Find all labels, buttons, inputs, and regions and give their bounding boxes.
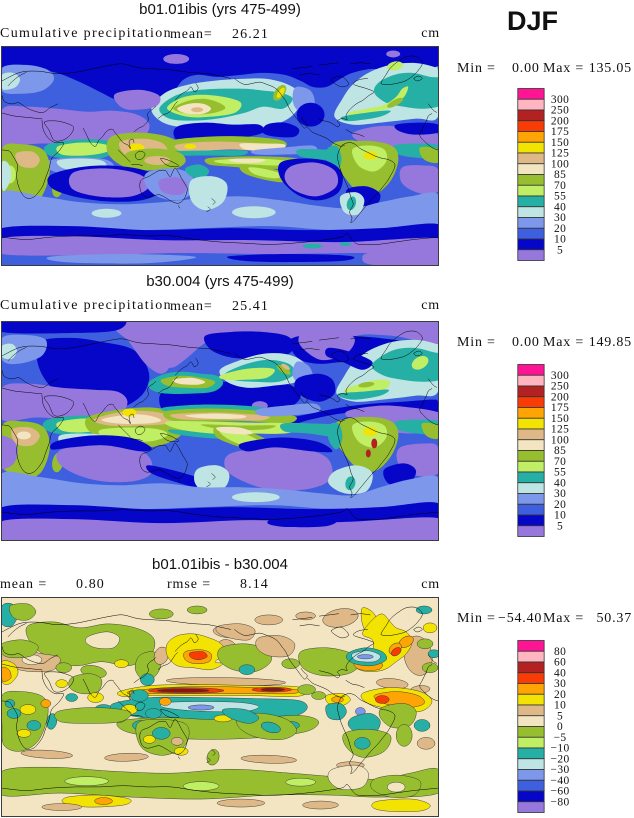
svg-text:30: 30	[554, 678, 566, 690]
svg-text:200: 200	[551, 115, 569, 127]
svg-text:−20: −20	[551, 753, 570, 765]
svg-text:0: 0	[557, 721, 563, 733]
svg-text:100: 100	[551, 434, 569, 446]
svg-text:30: 30	[554, 212, 566, 224]
svg-text:40: 40	[554, 667, 566, 679]
svg-text:−30: −30	[551, 764, 570, 776]
svg-text:175: 175	[551, 126, 569, 138]
svg-text:−80: −80	[551, 796, 570, 808]
svg-text:−60: −60	[551, 786, 570, 798]
svg-text:150: 150	[551, 413, 569, 425]
svg-text:10: 10	[554, 510, 566, 522]
svg-text:10: 10	[554, 700, 566, 712]
svg-text:300: 300	[551, 370, 569, 382]
svg-text:80: 80	[554, 646, 566, 658]
svg-text:175: 175	[551, 402, 569, 414]
svg-text:150: 150	[551, 137, 569, 149]
svg-text:125: 125	[551, 148, 569, 160]
svg-text:200: 200	[551, 391, 569, 403]
svg-text:60: 60	[554, 657, 566, 669]
svg-text:30: 30	[554, 488, 566, 500]
svg-text:100: 100	[551, 158, 569, 170]
svg-text:70: 70	[554, 180, 566, 192]
svg-text:300: 300	[551, 94, 569, 106]
svg-text:250: 250	[551, 105, 569, 117]
svg-text:5: 5	[557, 520, 563, 532]
svg-text:85: 85	[554, 169, 566, 181]
svg-text:55: 55	[554, 467, 566, 479]
svg-text:125: 125	[551, 424, 569, 436]
svg-text:70: 70	[554, 456, 566, 468]
svg-text:20: 20	[554, 499, 566, 511]
svg-text:10: 10	[554, 234, 566, 246]
svg-text:55: 55	[554, 191, 566, 203]
svg-text:5: 5	[557, 710, 563, 722]
svg-text:40: 40	[554, 201, 566, 213]
svg-text:−5: −5	[554, 732, 567, 744]
svg-text:40: 40	[554, 477, 566, 489]
svg-text:5: 5	[557, 244, 563, 256]
svg-text:−10: −10	[551, 743, 570, 755]
svg-text:85: 85	[554, 445, 566, 457]
svg-text:20: 20	[554, 223, 566, 235]
svg-text:−40: −40	[551, 775, 570, 787]
svg-text:250: 250	[551, 381, 569, 393]
svg-text:20: 20	[554, 689, 566, 701]
